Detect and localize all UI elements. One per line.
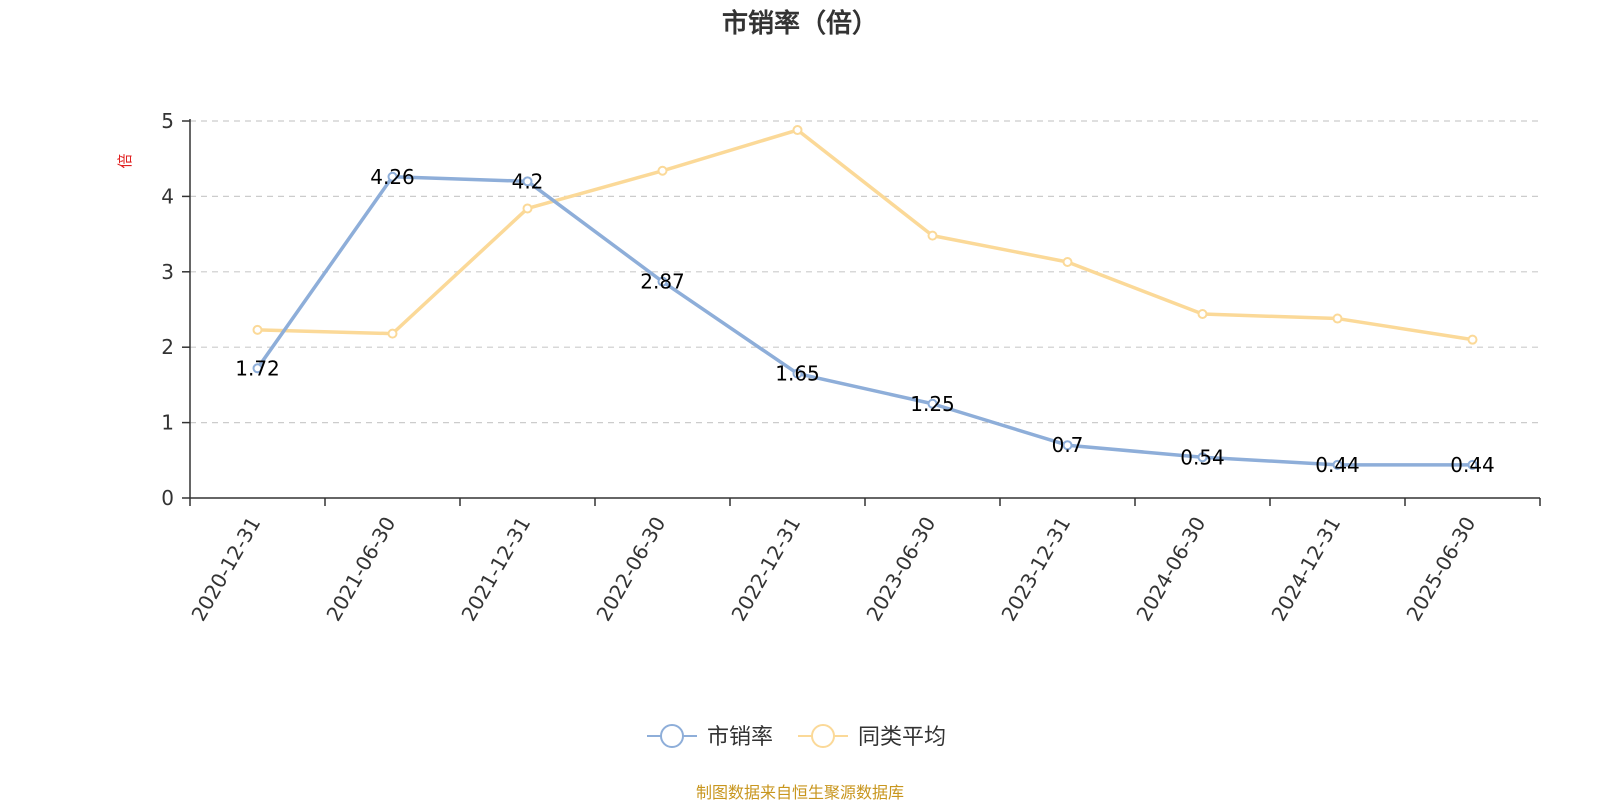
data-point (1467, 459, 1478, 470)
data-label: 0.44 (1450, 453, 1495, 477)
data-point (927, 398, 938, 409)
data-point (387, 171, 398, 182)
data-label: 0.44 (1315, 453, 1360, 477)
x-tick-label: 2020-12-31 (186, 513, 265, 626)
data-point (1062, 256, 1073, 267)
x-tick-label: 2021-06-30 (321, 513, 400, 626)
data-point (927, 230, 938, 241)
data-label: 4.2 (512, 169, 544, 193)
series-layer (252, 125, 1478, 470)
data-label: 1.72 (235, 356, 280, 380)
gridlines (190, 120, 1540, 424)
data-labels: 1.72 4.26 4.2 2.87 1.65 1.25 0.7 0.54 0.44 0.44 (235, 165, 1495, 477)
x-tick-label: 2023-06-30 (861, 513, 940, 626)
x-tick-label: 2024-06-30 (1131, 513, 1210, 626)
y-tick-label: 3 (161, 260, 174, 284)
data-point (1332, 459, 1343, 470)
y-tick-label: 4 (161, 184, 174, 208)
x-tick-label: 2022-06-30 (591, 513, 670, 626)
data-label: 4.26 (370, 165, 415, 189)
data-point (522, 176, 533, 187)
legend[interactable]: 市销率 同类平均 (647, 724, 946, 750)
source-note: 制图数据来自恒生聚源数据库 (696, 783, 904, 800)
legend-label: 同类平均 (858, 725, 946, 750)
y-tick-label: 5 (161, 109, 174, 133)
legend-item[interactable]: 同类平均 (798, 724, 946, 750)
data-point (387, 328, 398, 339)
data-point (657, 165, 668, 176)
data-label: 0.54 (1180, 445, 1225, 469)
data-label: 2.87 (640, 270, 685, 294)
y-tick-label: 0 (161, 486, 174, 510)
data-point (1062, 440, 1073, 451)
data-label: 0.7 (1052, 433, 1084, 457)
data-point (252, 324, 263, 335)
data-point (1197, 452, 1208, 463)
x-tick-label: 2022-12-31 (726, 513, 805, 626)
x-tick-label: 2024-12-31 (1266, 513, 1345, 626)
data-point (252, 363, 263, 374)
series-line (257, 128, 1473, 342)
legend-item[interactable]: 市销率 (647, 724, 773, 750)
data-point (1197, 309, 1208, 320)
x-tick-label: 2025-06-30 (1401, 513, 1480, 626)
x-tick-label: 2023-12-31 (996, 513, 1075, 626)
data-point (1467, 334, 1478, 345)
axes: 0 1 2 3 4 5 2020-12-31 2021-06-30 2021-12-31 2022… (161, 109, 1541, 626)
legend-marker (660, 724, 684, 748)
data-point (792, 368, 803, 379)
y-tick-label: 2 (161, 335, 174, 359)
x-tick-label: 2021-12-31 (456, 513, 535, 626)
data-point (657, 276, 668, 287)
y-tick-label: 1 (161, 411, 174, 435)
data-point (792, 125, 803, 136)
data-label: 1.65 (775, 362, 820, 386)
series-line (256, 175, 1473, 467)
data-point (522, 203, 533, 214)
chart-title: 市销率（倍） (722, 8, 878, 39)
data-label: 1.25 (910, 392, 955, 416)
legend-label: 市销率 (707, 725, 773, 750)
legend-marker (811, 724, 835, 748)
data-point (1332, 313, 1343, 324)
y-axis-title: 倍 (116, 153, 134, 168)
